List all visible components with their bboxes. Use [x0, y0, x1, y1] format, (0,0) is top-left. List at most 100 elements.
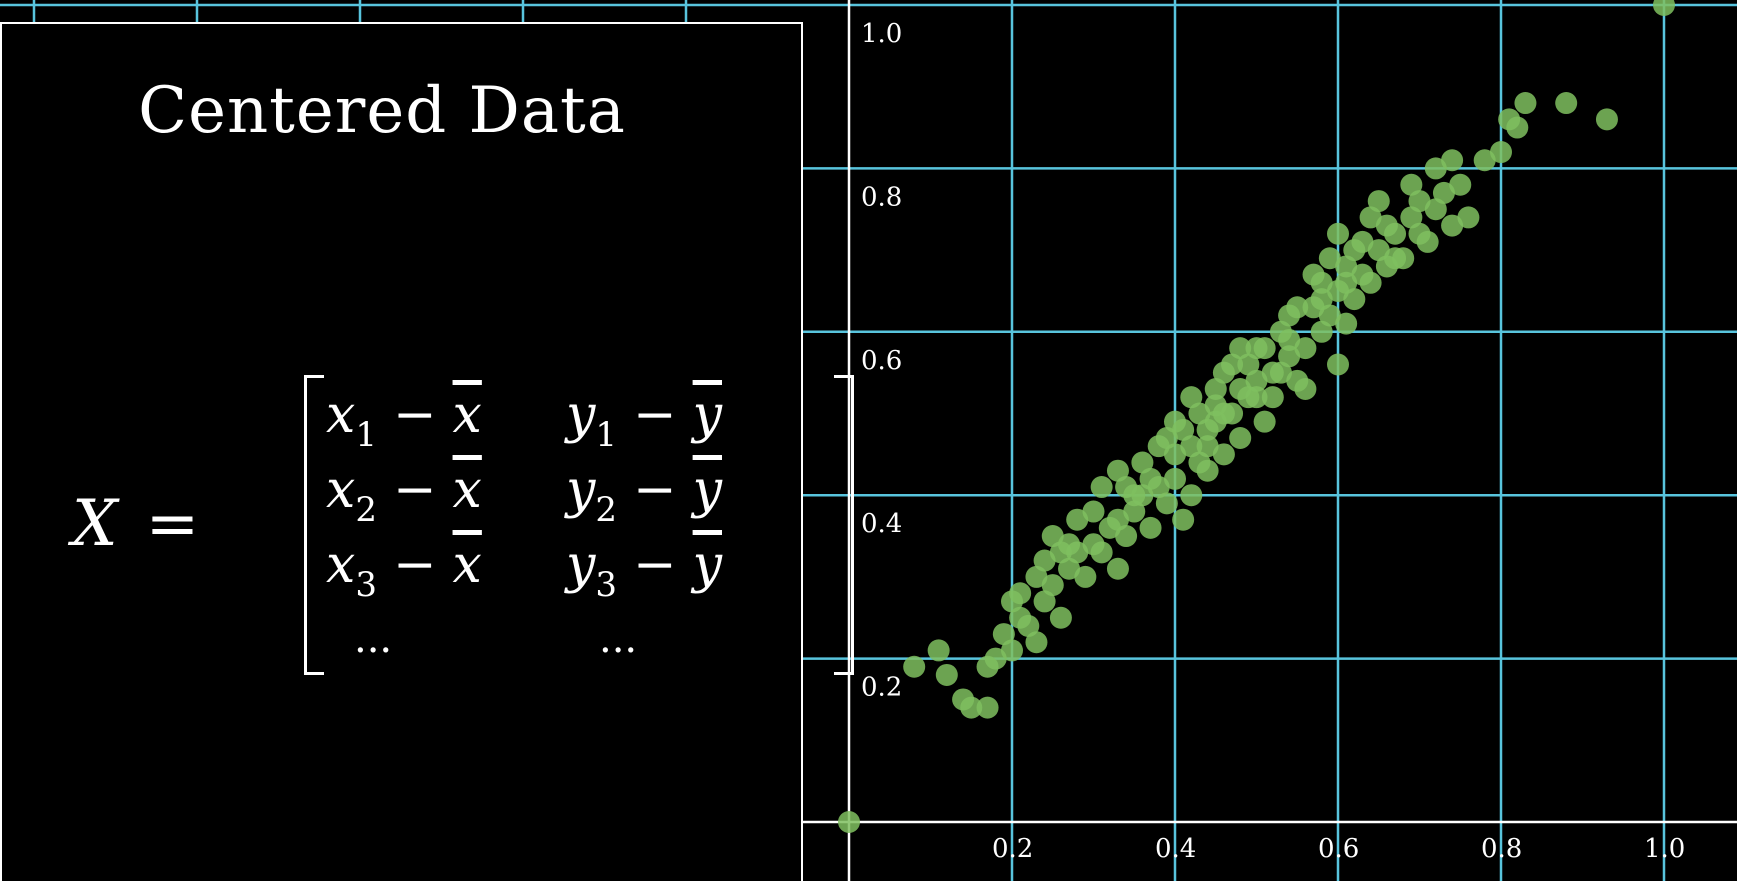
data-point — [1204, 410, 1227, 433]
data-point — [1180, 484, 1203, 507]
data-point — [1457, 206, 1480, 229]
data-point — [1506, 116, 1529, 139]
minus-sign: − — [633, 460, 677, 520]
data-point — [1237, 353, 1260, 376]
data-point — [1424, 157, 1447, 180]
data-point — [1432, 181, 1455, 204]
panel-title: Centered Data — [138, 74, 626, 148]
mean-var: x — [452, 385, 482, 445]
data-point — [1123, 500, 1146, 523]
matrix-ellipsis-c2: ... — [599, 616, 638, 662]
data-point — [1049, 541, 1072, 564]
data-point — [1261, 386, 1284, 409]
data-point — [1106, 508, 1129, 531]
cell-sub: 2 — [355, 490, 377, 530]
data-point — [1001, 639, 1023, 662]
data-point — [1278, 328, 1301, 351]
data-point — [1343, 239, 1366, 262]
data-points — [838, 0, 1675, 833]
data-point — [1318, 304, 1341, 327]
y-tick-label: 0.6 — [861, 346, 902, 376]
data-point — [1490, 141, 1512, 164]
data-point — [1555, 92, 1578, 115]
data-point — [1180, 435, 1203, 458]
data-point — [1033, 549, 1056, 572]
data-point — [1408, 190, 1431, 213]
data-point — [1082, 500, 1105, 523]
data-point — [1009, 582, 1032, 605]
data-point — [1221, 353, 1244, 376]
data-point — [1327, 353, 1349, 376]
data-point — [1025, 565, 1048, 588]
cell-var: y — [566, 460, 596, 520]
matrix-variable: X — [72, 487, 118, 561]
y-tick-label: 0.4 — [861, 509, 902, 539]
data-point — [1318, 247, 1341, 270]
data-point — [1131, 451, 1154, 474]
data-point — [1090, 541, 1113, 564]
data-point — [1204, 377, 1227, 400]
data-point — [1139, 516, 1162, 539]
data-point — [1294, 337, 1317, 360]
mean-var: y — [692, 460, 722, 520]
data-point — [1310, 320, 1333, 343]
data-point — [1473, 149, 1496, 172]
data-point — [1188, 402, 1211, 425]
minus-sign: − — [633, 385, 677, 445]
data-point — [927, 639, 950, 662]
data-point — [935, 663, 958, 686]
data-point — [1025, 631, 1048, 654]
data-point — [1269, 361, 1292, 384]
data-point — [1155, 427, 1178, 450]
data-point — [1253, 337, 1276, 360]
x-tick-label: 1.0 — [1644, 834, 1685, 864]
x-tick-label: 0.4 — [1155, 834, 1196, 864]
minus-sign: − — [392, 535, 437, 595]
mean-var: x — [452, 535, 482, 595]
data-point — [1172, 508, 1195, 531]
data-point — [1074, 565, 1097, 588]
data-point — [1335, 312, 1358, 335]
data-point — [1180, 386, 1203, 409]
data-point — [1090, 476, 1113, 499]
matrix-cell-r2-c2: y2− y — [566, 464, 722, 527]
data-point — [1327, 222, 1349, 245]
data-point — [1106, 557, 1129, 580]
data-point — [1009, 606, 1032, 629]
y-tick-label: 0.2 — [861, 673, 902, 703]
data-point — [1164, 467, 1186, 490]
data-point — [1335, 271, 1358, 294]
cell-var: y — [566, 535, 596, 595]
data-point — [1212, 443, 1235, 466]
data-point — [1514, 92, 1537, 115]
mean-var: y — [692, 535, 722, 595]
formula-panel: Centered Data X = x1− x y1− y x2− x y2− y x3−… — [0, 22, 854, 881]
mean-var: y — [692, 385, 722, 445]
data-point — [1359, 271, 1382, 294]
data-point — [1033, 590, 1056, 613]
data-point — [1595, 108, 1618, 131]
data-point — [1164, 443, 1186, 466]
data-point — [1384, 222, 1407, 245]
cell-var: x — [326, 460, 356, 520]
mean-var: x — [452, 460, 482, 520]
matrix-cell-r3-c1: x3− x — [326, 539, 482, 602]
y-tick-label: 1.0 — [861, 19, 902, 49]
data-point — [903, 655, 926, 678]
data-point — [1310, 288, 1333, 311]
formula-lhs: X = — [72, 487, 199, 561]
cell-sub: 1 — [355, 415, 377, 455]
cell-var: x — [326, 535, 356, 595]
x-tick-label: 0.2 — [992, 834, 1033, 864]
data-point — [1384, 247, 1407, 270]
x-tick-label: 0.8 — [1481, 834, 1522, 864]
data-point — [1253, 410, 1276, 433]
matrix: x1− x y1− y x2− x y2− y x3− x y3− y ... ... — [234, 369, 854, 679]
data-point — [1653, 0, 1675, 16]
x-tick-label: 0.6 — [1318, 834, 1359, 864]
equals-sign: = — [145, 487, 200, 561]
minus-sign: − — [392, 385, 437, 445]
data-point — [1164, 410, 1186, 433]
data-point — [1424, 198, 1447, 221]
cell-var: y — [566, 385, 596, 445]
